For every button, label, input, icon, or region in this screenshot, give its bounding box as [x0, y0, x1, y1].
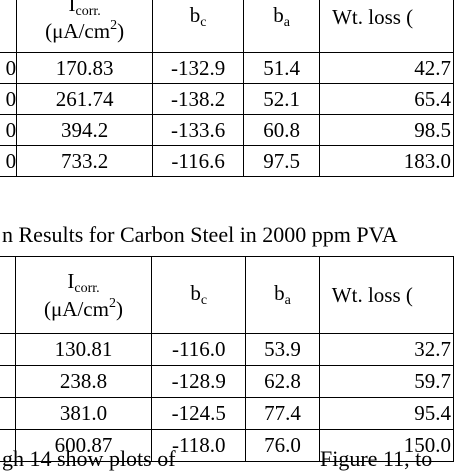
bc-cell: -128.9: [151, 365, 247, 398]
edge-digit: 0: [5, 86, 17, 111]
edge-digit: 0: [5, 55, 17, 80]
icorr-cell: 394.2: [16, 114, 154, 146]
bc-cell: -116.6: [152, 145, 245, 177]
icorr-subscript: corr.: [75, 3, 101, 19]
table-row: 0 170.83 -132.9 51.4 42.7: [0, 52, 454, 84]
edge-digit: 0: [5, 117, 17, 142]
bc-symbol: b: [189, 3, 201, 28]
wt-loss-cell: 150.0: [318, 429, 455, 462]
bc-cell: -118.0: [151, 429, 247, 462]
icorr-unit: (μA/cm: [45, 19, 111, 44]
bc-cell: -132.9: [152, 52, 245, 84]
ba-cell: 52.1: [243, 83, 321, 115]
header-cell-blank: [0, 0, 18, 53]
header-ba: ba: [245, 256, 320, 334]
icorr-cell: 733.2: [16, 145, 154, 177]
results-table-bottom: Icorr. (μA/cm2) bc ba Wt. loss ( 130.81 …: [0, 256, 455, 462]
edge-cell: [0, 397, 16, 430]
edge-cell: 0: [0, 83, 18, 115]
edge-cell: [0, 365, 16, 398]
bc-subscript: c: [200, 292, 208, 308]
ba-cell: 77.4: [245, 397, 320, 430]
wt-loss-cell: 65.4: [319, 83, 454, 115]
wt-loss-cell: 32.7: [318, 333, 455, 366]
wt-loss-cell: 42.7: [319, 52, 454, 84]
header-bc: bc: [151, 256, 247, 334]
ba-cell: 97.5: [243, 145, 321, 177]
ba-cell: 60.8: [243, 114, 321, 146]
bc-symbol: b: [190, 280, 201, 305]
wt-loss-cell: 59.7: [318, 365, 455, 398]
icorr-unit: (μA/cm: [44, 296, 109, 321]
header-cell-blank: [0, 256, 16, 334]
ba-cell: 51.4: [243, 52, 321, 84]
table-row: 600.87 -118.0 76.0 150.0: [0, 429, 455, 462]
icorr-cell: 170.83: [16, 52, 154, 84]
bc-subscript: c: [200, 15, 207, 31]
table-row: 0 394.2 -133.6 60.8 98.5: [0, 114, 454, 146]
table-row: 0 261.74 -138.2 52.1 65.4: [0, 83, 454, 115]
header-ba: ba: [243, 0, 321, 53]
edge-cell: 0: [0, 52, 18, 84]
icorr-unit-superscript: 2: [108, 295, 116, 311]
table-header-row: Icorr. (μA/cm2) bc ba Wt. loss (: [0, 0, 454, 53]
ba-subscript: a: [283, 15, 291, 31]
table-row: 0 733.2 -116.6 97.5 183.0: [0, 145, 454, 177]
icorr-cell: 261.74: [16, 83, 154, 115]
table-header-row: Icorr. (μA/cm2) bc ba Wt. loss (: [0, 256, 455, 334]
icorr-cell: 381.0: [14, 397, 153, 430]
wt-loss-cell: 183.0: [319, 145, 454, 177]
table-row: 381.0 -124.5 77.4 95.4: [0, 397, 455, 430]
ba-cell: 76.0: [245, 429, 320, 462]
table-caption: n Results for Carbon Steel in 2000 ppm P…: [2, 222, 398, 247]
icorr-unit-superscript: 2: [110, 18, 118, 34]
icorr-unit-close: ): [117, 19, 125, 44]
edge-cell: 0: [0, 114, 18, 146]
header-icorr: Icorr. (μA/cm2): [14, 256, 153, 334]
wt-loss-cell: 95.4: [318, 397, 455, 430]
edge-cell: [0, 333, 16, 366]
bc-cell: -124.5: [151, 397, 247, 430]
icorr-symbol: I: [67, 269, 75, 294]
header-icorr: Icorr. (μA/cm2): [16, 0, 154, 53]
table-row: 238.8 -128.9 62.8 59.7: [0, 365, 455, 398]
header-wt-loss: Wt. loss (: [319, 0, 454, 53]
ba-cell: 53.9: [245, 333, 320, 366]
results-table-top: Icorr. (μA/cm2) bc ba Wt. loss ( 0 170.8…: [0, 0, 454, 177]
edge-cell: 0: [0, 145, 18, 177]
bc-cell: -133.6: [152, 114, 245, 146]
ba-subscript: a: [284, 292, 291, 308]
bc-cell: -116.0: [151, 333, 247, 366]
wt-loss-cell: 98.5: [319, 114, 454, 146]
icorr-symbol: I: [68, 0, 76, 16]
icorr-cell: 600.87: [14, 429, 153, 462]
body-text-left: gh 14 show plots of: [2, 446, 176, 471]
icorr-cell: 130.81: [14, 333, 153, 366]
edge-digit: 0: [5, 148, 17, 173]
icorr-subscript: corr.: [74, 281, 100, 297]
icorr-unit-close: ): [115, 296, 123, 321]
header-wt-loss: Wt. loss (: [318, 256, 455, 334]
ba-cell: 62.8: [245, 365, 320, 398]
table-row: 130.81 -116.0 53.9 32.7: [0, 333, 455, 366]
icorr-cell: 238.8: [14, 365, 153, 398]
header-bc: bc: [152, 0, 245, 53]
ba-symbol: b: [274, 280, 285, 305]
bc-cell: -138.2: [152, 83, 245, 115]
ba-symbol: b: [273, 3, 284, 28]
body-text-right: Figure 11, to: [320, 446, 433, 471]
